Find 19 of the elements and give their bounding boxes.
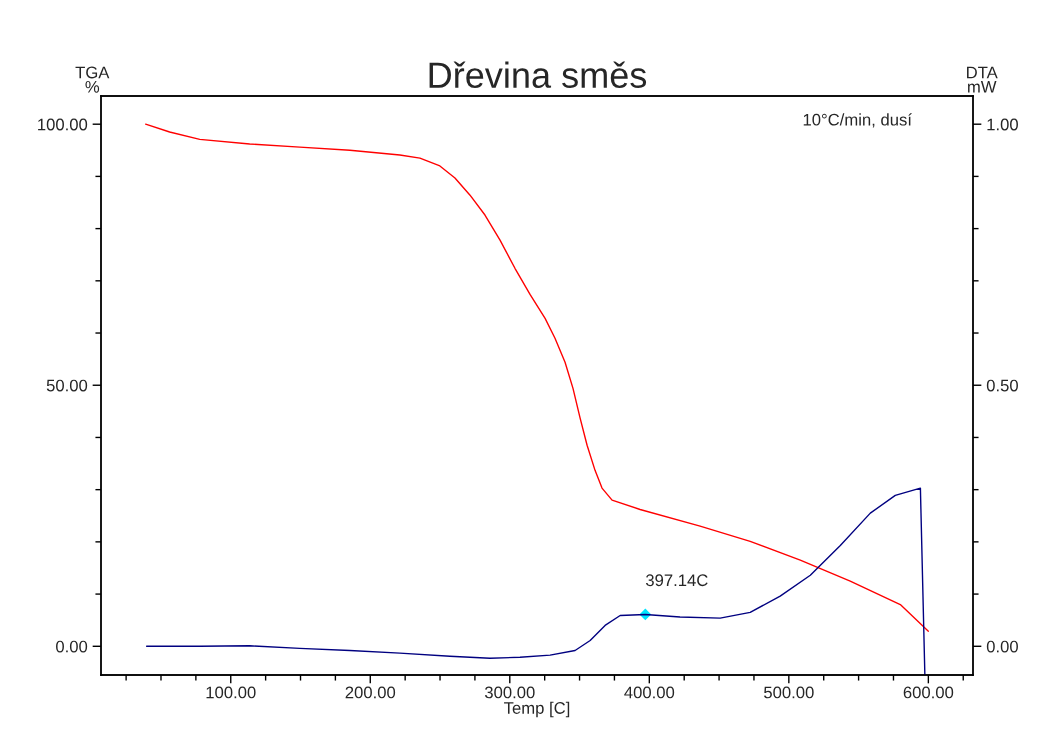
x-tick-label: 600.00 (903, 686, 954, 699)
annotation: 10°C/min, dusí (803, 113, 912, 128)
chart-title: Dřevina směs (429, 61, 647, 89)
x-tick-label: 400.00 (624, 686, 675, 699)
x-axis-title: Temp [C] (504, 701, 570, 718)
y2-tick-label: 1.00 (987, 118, 1018, 131)
y2-tick-label: 0.00 (986, 640, 1018, 653)
line-series (145, 487, 926, 675)
y-tick-label: 50.00 (46, 379, 88, 392)
x-tick-label: 500.00 (764, 686, 814, 699)
annotation: 397.14C (645, 574, 708, 587)
x-tick-label: 100.00 (206, 686, 256, 699)
x-tick-label: 200.00 (345, 686, 396, 699)
y-tick-label: 0.00 (56, 640, 88, 653)
x-tick-label: 300.00 (484, 686, 535, 699)
y-tick-label: 100.00 (38, 118, 88, 131)
y-axis-title: TGA % (75, 66, 110, 93)
y2-tick-label: 0.50 (986, 379, 1018, 392)
y2-axis-title: DTA mW (967, 66, 998, 93)
